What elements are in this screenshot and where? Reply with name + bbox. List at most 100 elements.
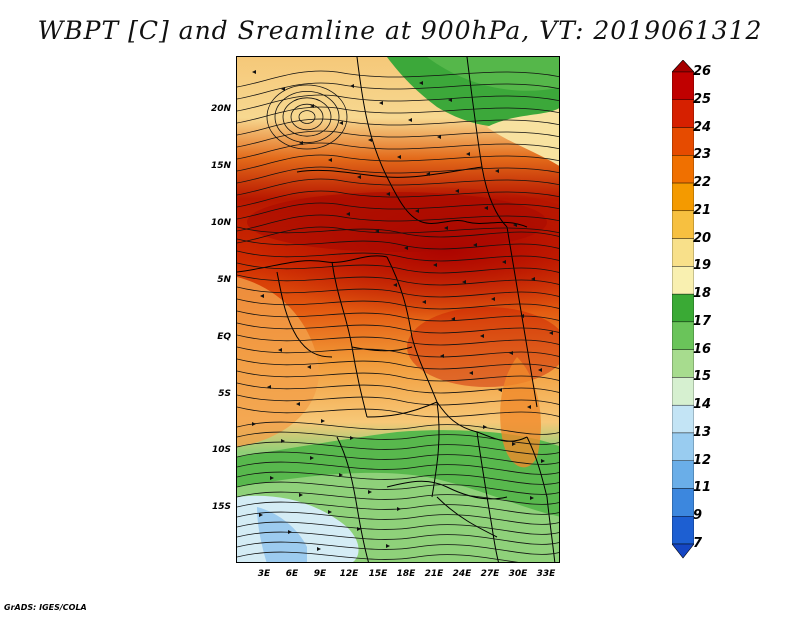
country-border xyxy=(276,271,333,358)
colorbar-segment xyxy=(672,210,694,239)
streamline xyxy=(237,471,559,485)
colorbar-segment xyxy=(672,349,694,378)
streamline-arrow xyxy=(530,496,534,500)
colorbar-tick-label: 9 xyxy=(693,508,703,524)
streamline-arrow xyxy=(473,243,477,247)
streamline xyxy=(237,154,559,172)
streamline xyxy=(237,226,559,238)
streamline xyxy=(237,521,559,535)
streamline xyxy=(237,94,559,112)
lon-label-27e: 27E xyxy=(480,569,500,579)
streamline-arrow xyxy=(462,280,466,284)
streamline-arrow xyxy=(339,121,343,125)
colorbar-segment xyxy=(672,182,694,212)
streamline xyxy=(237,214,559,232)
colorbar-bottom-arrow xyxy=(672,543,694,559)
streamline xyxy=(237,82,559,100)
streamline xyxy=(237,142,559,160)
colorbar-tick-label: 17 xyxy=(693,313,712,329)
streamline xyxy=(237,202,559,220)
streamline xyxy=(237,541,559,555)
streamline-arrow xyxy=(502,260,506,264)
streamline-arrow xyxy=(379,101,383,105)
streamline-arrow xyxy=(386,544,390,548)
lat-label-10n: 10N xyxy=(210,218,231,228)
streamline-arrow xyxy=(455,189,459,193)
streamline-arrow xyxy=(252,70,256,74)
colorbar-tick-label: 19 xyxy=(693,258,712,274)
streamline-arrow xyxy=(444,226,448,230)
colorbar-segment xyxy=(672,71,694,100)
streamline-arrow xyxy=(281,87,285,91)
streamline xyxy=(237,461,559,475)
streamline-arrow xyxy=(386,192,390,196)
colorbar-segment xyxy=(672,99,694,128)
streamline xyxy=(237,286,559,298)
streamline-arrow xyxy=(433,263,437,267)
streamline-arrow xyxy=(368,490,372,494)
streamline xyxy=(266,84,348,150)
streamline-arrow xyxy=(260,294,264,298)
streamline xyxy=(237,106,559,124)
country-border xyxy=(436,496,498,538)
lon-label-24e: 24E xyxy=(452,569,472,579)
colorbar-tick-label: 14 xyxy=(693,397,712,413)
streamline-arrow xyxy=(422,300,426,304)
colorbar-tick-label: 22 xyxy=(693,175,712,191)
streamline-arrow xyxy=(520,314,524,318)
streamline xyxy=(274,91,340,143)
colorbar-segment xyxy=(672,293,694,323)
streamline-arrow xyxy=(404,246,408,250)
streamline-arrow xyxy=(310,104,314,108)
streamline-arrow xyxy=(480,334,484,338)
lat-label-5n: 5N xyxy=(217,275,231,285)
lat-label-eq: EQ xyxy=(217,332,231,342)
streamline-arrow xyxy=(466,152,470,156)
streamline-arrow xyxy=(437,135,441,139)
country-border xyxy=(331,261,368,418)
streamline xyxy=(237,274,559,286)
lat-label-10s: 10S xyxy=(211,445,231,455)
streamline xyxy=(237,238,559,250)
streamline-arrow xyxy=(426,172,430,176)
streamline-arrow xyxy=(440,354,444,358)
colorbar-segment xyxy=(672,238,694,267)
wbpt-field-map xyxy=(237,57,559,562)
streamline-arrow xyxy=(483,425,487,429)
streamline xyxy=(282,97,332,137)
lat-label-15n: 15N xyxy=(210,161,231,171)
country-border xyxy=(421,220,528,228)
colorbar-segment xyxy=(672,488,694,517)
streamline-arrow xyxy=(448,98,452,102)
streamline-arrow xyxy=(375,229,379,233)
streamline-arrow xyxy=(278,348,282,352)
colorbar-segment xyxy=(672,460,694,489)
colorbar-tick-label: 15 xyxy=(693,369,712,385)
streamline-arrow xyxy=(346,212,350,216)
colorbar-tick-label: 21 xyxy=(693,202,712,218)
streamline xyxy=(237,358,559,370)
colorbar-tick-label: 18 xyxy=(693,286,712,302)
country-border xyxy=(476,431,499,562)
streamline-arrow xyxy=(288,530,292,534)
lat-label-20n: 20N xyxy=(210,104,231,114)
colorbar-tick-label: 24 xyxy=(693,119,712,135)
colorbar-top-arrow xyxy=(672,60,694,73)
streamline-arrow xyxy=(357,527,361,531)
streamline-arrow xyxy=(307,365,311,369)
colorbar-tick-label: 16 xyxy=(693,341,712,357)
streamline-arrow xyxy=(267,385,271,389)
colorbar-segment xyxy=(672,155,694,184)
streamline xyxy=(237,451,559,465)
streamline-arrow xyxy=(350,84,354,88)
streamline xyxy=(237,118,559,136)
streamline xyxy=(237,346,559,358)
colorbar-segment xyxy=(672,266,694,295)
streamline-arrow xyxy=(350,436,354,440)
lon-label-6e: 6E xyxy=(285,569,299,579)
colorbar-segment xyxy=(672,404,694,434)
streamline xyxy=(237,226,559,244)
streamline xyxy=(237,310,559,322)
streamline-arrow xyxy=(415,209,419,213)
streamline-arrow xyxy=(469,371,473,375)
